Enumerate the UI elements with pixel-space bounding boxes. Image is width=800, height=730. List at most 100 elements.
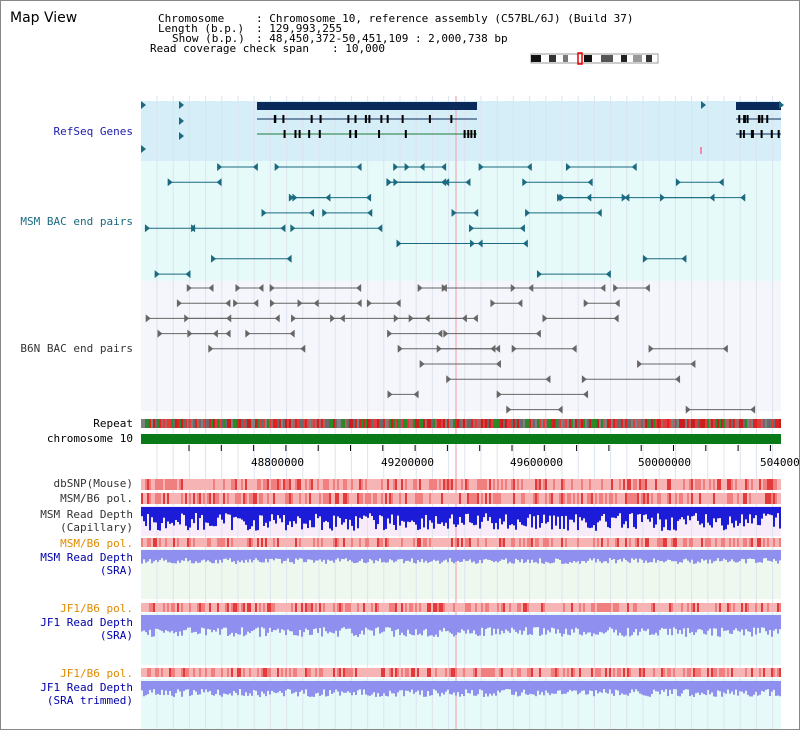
jf1-depth-sra-bar xyxy=(451,615,453,634)
msm-depth-cap-bar xyxy=(595,507,597,531)
jf1-b6-pol-segment xyxy=(675,603,677,612)
msm-depth-cap-bar xyxy=(617,507,619,516)
refseq-exon xyxy=(757,115,760,123)
jf1-depth-sra-bar xyxy=(199,615,201,634)
msm-b6-pol-segment xyxy=(583,538,585,547)
msm-depth-cap-bar xyxy=(437,507,439,524)
msm-b6-pol-segment xyxy=(477,538,479,547)
msm-b6-pol-segment xyxy=(209,538,211,547)
msm-depth-sra-bar xyxy=(537,550,539,564)
track-label-msm-b6-pol[interactable]: MSM/B6 pol. xyxy=(60,492,133,505)
repeat-segment xyxy=(713,419,715,428)
dbsnp-segment xyxy=(215,479,217,490)
msm-bac-end xyxy=(631,163,637,171)
track-label-dbsnp[interactable]: dbSNP(Mouse) xyxy=(53,477,133,490)
jf1-b6-pol-segment xyxy=(661,668,663,677)
jf1-depth-trim-bar xyxy=(773,681,775,690)
jf1-depth-trim-bar xyxy=(263,681,265,694)
track-label-msm-read-depth-capillary[interactable]: MSM Read Depth (Capillary) xyxy=(40,508,133,534)
track-label-jf1-b6-pol-2[interactable]: JF1/B6 pol. xyxy=(60,667,133,680)
repeat-segment xyxy=(723,419,725,428)
jf1-b6-pol-segment xyxy=(615,603,617,612)
track-label-refseq-genes[interactable]: RefSeq Genes xyxy=(53,125,133,138)
repeat-segment xyxy=(357,419,359,428)
jf1-depth-sra-bar xyxy=(707,615,709,631)
jf1-depth-trim-bar xyxy=(753,681,755,695)
msm-depth-cap-bar xyxy=(713,507,715,519)
jf1-depth-sra-bar xyxy=(457,615,459,633)
track-label-msm-b6-pol-2[interactable]: MSM/B6 pol. xyxy=(60,537,133,550)
track-label-b6n-bac[interactable]: B6N BAC end pairs xyxy=(20,342,133,355)
jf1-b6-pol-segment xyxy=(567,668,569,677)
msm-b6-pol-segment xyxy=(635,493,637,504)
msm-depth-sra-bar xyxy=(615,550,617,564)
msm-b6-pol-segment xyxy=(201,538,203,547)
msm-b6-pol-segment xyxy=(151,493,153,504)
msm-depth-cap-bar xyxy=(161,507,163,524)
msm-depth-cap-bar xyxy=(641,507,643,523)
dbsnp-segment xyxy=(455,479,457,490)
jf1-b6-pol-segment xyxy=(379,668,381,677)
jf1-depth-trim-bar xyxy=(245,681,247,693)
msm-depth-cap-bar xyxy=(751,507,753,524)
msm-depth-sra-bar xyxy=(441,550,443,563)
msm-b6-pol-segment xyxy=(523,538,525,547)
msm-depth-sra-bar xyxy=(145,550,147,563)
track-label-jf1-read-depth-sra[interactable]: JF1 Read Depth (SRA) xyxy=(40,616,133,642)
repeat-segment xyxy=(199,419,201,428)
msm-b6-pol-segment xyxy=(551,538,553,547)
jf1-depth-sra-bar xyxy=(589,615,591,633)
b6n-bac-end xyxy=(690,360,696,368)
dbsnp-segment xyxy=(693,479,695,490)
msm-b6-pol-segment xyxy=(209,493,211,504)
msm-b6-pol-segment xyxy=(631,538,633,547)
msm-b6-pol-segment xyxy=(483,538,485,547)
jf1-b6-pol-segment xyxy=(669,603,671,612)
jf1-depth-sra-bar xyxy=(587,615,589,633)
dbsnp-segment xyxy=(545,479,547,490)
msm-depth-sra-bar xyxy=(345,550,347,559)
msm-b6-pol-segment xyxy=(449,538,451,547)
dbsnp-segment xyxy=(711,479,713,490)
msm-depth-cap-bar xyxy=(491,507,493,524)
track-label-msm-read-depth-sra[interactable]: MSM Read Depth (SRA) xyxy=(40,551,133,577)
msm-b6-pol-segment xyxy=(445,493,447,504)
msm-depth-sra-bar xyxy=(599,550,601,562)
b6n-bac-end xyxy=(581,375,587,384)
msm-b6-pol-segment xyxy=(219,493,221,504)
dbsnp-segment xyxy=(529,479,531,490)
b6n-bac-end xyxy=(366,299,372,308)
msm-depth-cap-bar xyxy=(259,507,261,516)
dbsnp-segment xyxy=(205,479,207,490)
msm-depth-cap-bar xyxy=(417,507,419,531)
dbsnp-segment xyxy=(759,479,761,490)
repeat-segment xyxy=(411,419,413,428)
jf1-b6-pol-segment xyxy=(291,668,293,677)
jf1-depth-trim-bar xyxy=(717,681,719,691)
jf1-b6-pol-segment xyxy=(459,603,461,612)
msm-depth-sra-bar xyxy=(491,550,493,561)
dbsnp-segment xyxy=(721,479,723,490)
jf1-depth-sra-bar xyxy=(365,615,367,628)
msm-b6-pol-segment xyxy=(593,493,595,504)
jf1-b6-pol-segment xyxy=(719,603,721,612)
track-label-jf1-read-depth-trimmed[interactable]: JF1 Read Depth (SRA trimmed) xyxy=(40,681,133,707)
jf1-depth-trim-bar xyxy=(715,681,717,697)
msm-b6-pol-segment xyxy=(709,538,711,547)
jf1-depth-trim-bar xyxy=(341,681,343,692)
track-label-jf1-b6-pol[interactable]: JF1/B6 pol. xyxy=(60,602,133,615)
chromosome-ideogram[interactable] xyxy=(530,52,659,65)
jf1-depth-sra-bar xyxy=(751,615,753,637)
track-label-msm-bac[interactable]: MSM BAC end pairs xyxy=(20,215,133,228)
jf1-b6-pol-segment xyxy=(405,668,407,677)
jf1-b6-pol-segment xyxy=(505,668,507,677)
jf1-depth-sra-bar xyxy=(359,615,361,635)
msm-depth-sra-bar xyxy=(693,550,695,564)
jf1-depth-trim-bar xyxy=(251,681,253,696)
jf1-b6-pol-segment xyxy=(627,668,629,677)
repeat-segment xyxy=(153,419,155,428)
refseq-exon xyxy=(380,115,383,123)
msm-depth-sra-bar xyxy=(677,550,679,564)
jf1-depth-trim-bar xyxy=(517,681,519,697)
msm-depth-cap-bar xyxy=(157,507,159,530)
